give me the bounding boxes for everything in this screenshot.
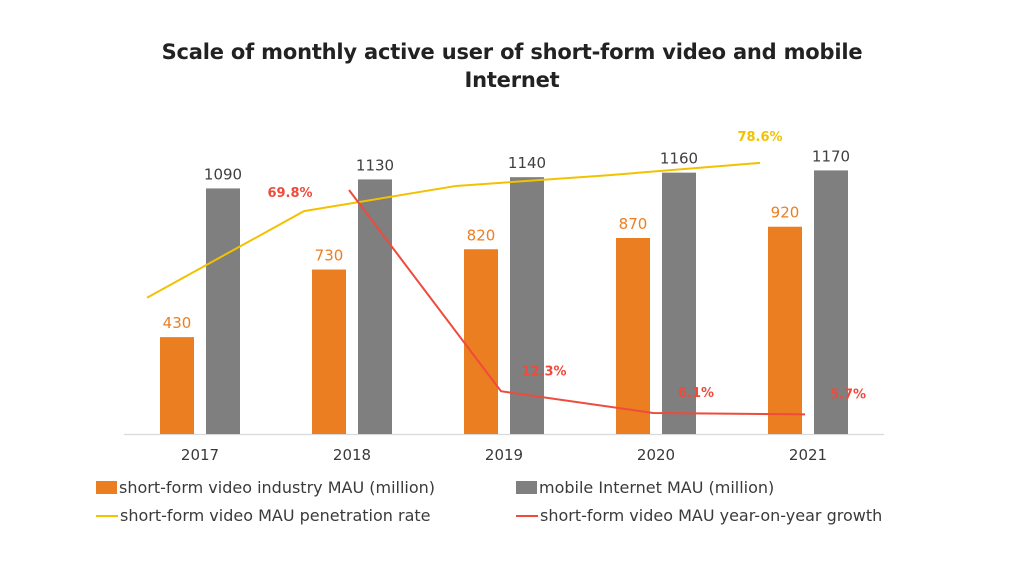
data-label-yoy-growth-2020: 6.1% <box>678 386 714 401</box>
bar-industry-mau-2018 <box>312 269 346 434</box>
x-tick-label-2020: 2020 <box>637 446 675 464</box>
legend-item-mobile-mau: mobile Internet MAU (million) <box>516 478 774 497</box>
data-label-industry-mau-2020: 870 <box>619 215 648 233</box>
legend-label-industry-mau: short-form video industry MAU (million) <box>119 478 436 497</box>
legend-swatch-yoy-growth <box>516 514 538 517</box>
data-label-yoy-growth-2017: 69.8% <box>267 186 312 201</box>
data-label-industry-mau-2019: 820 <box>467 226 496 244</box>
bar-mobile-mau-2019 <box>510 177 544 434</box>
legend-swatch-mobile-mau <box>516 481 537 494</box>
data-label-yoy-growth-2021: 5.7% <box>830 387 866 402</box>
x-tick-label-2017: 2017 <box>181 446 219 464</box>
legend-item-yoy-growth: short-form video MAU year-on-year growth <box>516 506 882 525</box>
data-label-mobile-mau-2018: 1130 <box>356 156 394 174</box>
data-label-industry-mau-2021: 920 <box>771 204 800 222</box>
data-label-penetration-rate-2021: 78.6% <box>737 130 782 145</box>
legend-label-mobile-mau: mobile Internet MAU (million) <box>539 478 775 497</box>
bar-mobile-mau-2018 <box>358 179 392 434</box>
legend-label-yoy-growth: short-form video MAU year-on-year growth <box>540 506 883 525</box>
data-label-mobile-mau-2020: 1160 <box>660 150 698 168</box>
bar-industry-mau-2019 <box>464 249 498 434</box>
data-label-mobile-mau-2017: 1090 <box>204 165 242 183</box>
x-tick-label-2019: 2019 <box>485 446 523 464</box>
legend-swatch-penetration-rate <box>96 514 118 517</box>
legend-item-penetration-rate: short-form video MAU penetration rate <box>96 506 431 525</box>
x-tick-label-2018: 2018 <box>333 446 371 464</box>
data-label-yoy-growth-2019: 12.3% <box>521 364 566 379</box>
line-yoy-growth <box>348 189 806 416</box>
bar-mobile-mau-2020 <box>662 172 696 435</box>
legend: short-form video industry MAU (million) … <box>96 474 956 544</box>
bar-industry-mau-2021 <box>768 226 802 434</box>
legend-item-industry-mau: short-form video industry MAU (million) <box>96 478 435 497</box>
data-label-industry-mau-2017: 430 <box>163 314 192 332</box>
data-label-mobile-mau-2019: 1140 <box>508 154 546 172</box>
chart-title: Scale of monthly active user of short-fo… <box>161 40 863 92</box>
data-label-industry-mau-2018: 730 <box>315 247 344 265</box>
bar-industry-mau-2020 <box>616 237 650 434</box>
line-penetration-rate <box>146 161 761 299</box>
bar-industry-mau-2017 <box>160 337 194 434</box>
bar-mobile-mau-2017 <box>206 188 240 434</box>
data-label-mobile-mau-2021: 1170 <box>812 147 850 165</box>
bar-mobile-mau-2021 <box>814 170 848 435</box>
legend-swatch-industry-mau <box>96 481 117 494</box>
legend-label-penetration-rate: short-form video MAU penetration rate <box>120 506 431 525</box>
x-tick-label-2021: 2021 <box>789 446 827 464</box>
